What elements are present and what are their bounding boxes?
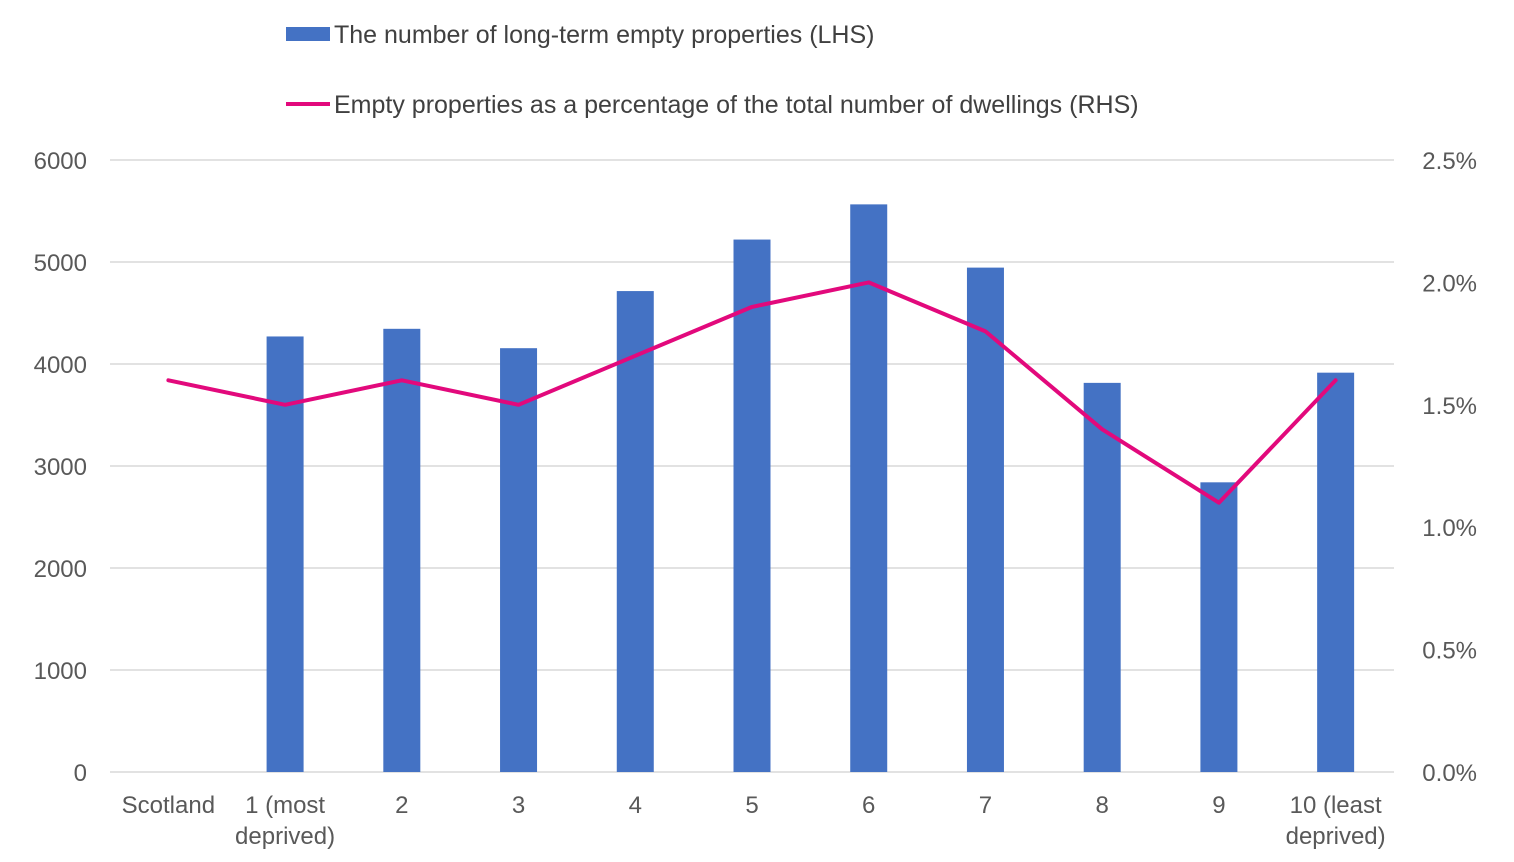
x-tick-label-line: 9 [1212, 792, 1225, 819]
bar [850, 204, 888, 772]
y-right-tick-label: 0.0% [1422, 760, 1477, 787]
x-tick-label: 1 (most deprived) [235, 792, 335, 850]
legend: The number of long-term empty properties… [286, 21, 1139, 119]
legend-swatch-bars [286, 27, 330, 41]
x-tick-label-line: 1 (most [245, 792, 325, 819]
bar [1200, 482, 1238, 772]
y-left-tick-label: 1000 [34, 658, 87, 685]
line-point [634, 355, 636, 357]
y-axis-right: 0.0% 0.5% 1.0% 1.5% 2.0% 2.5% [1422, 148, 1477, 787]
line-point [518, 404, 520, 406]
x-tick-label-line: 4 [629, 792, 642, 819]
y-right-tick-label: 1.5% [1422, 393, 1477, 420]
line-point [1101, 428, 1103, 430]
x-tick-label-line: 5 [745, 792, 758, 819]
y-left-tick-label: 5000 [34, 250, 87, 277]
x-tick-label-line: Scotland [122, 792, 215, 819]
y-left-tick-label: 4000 [34, 352, 87, 379]
line-point [401, 379, 403, 381]
x-tick-label: 10 (least deprived) [1286, 792, 1386, 850]
x-tick-label: 3 [512, 792, 525, 819]
y-left-tick-label: 0 [74, 760, 87, 787]
y-left-tick-label: 2000 [34, 556, 87, 583]
y-axis-left: 0 1000 2000 3000 4000 5000 6000 [34, 148, 87, 787]
x-tick-label: 6 [862, 792, 875, 819]
x-tick-label-line: 2 [395, 792, 408, 819]
y-right-tick-label: 1.0% [1422, 515, 1477, 542]
x-tick-label: 8 [1096, 792, 1109, 819]
line-point [1335, 379, 1337, 381]
x-tick-label-line: deprived) [235, 823, 335, 850]
x-tick-label-line: deprived) [1286, 823, 1386, 850]
line-series [166, 280, 1338, 505]
legend-label-line: Empty properties as a percentage of the … [334, 91, 1139, 119]
x-tick-label: 7 [979, 792, 992, 819]
bar [383, 328, 421, 772]
line-point [751, 306, 753, 308]
bar-series [266, 204, 1355, 772]
x-tick-label-line: 6 [862, 792, 875, 819]
legend-label-bars: The number of long-term empty properties… [334, 21, 875, 49]
x-tick-label-line: 7 [979, 792, 992, 819]
bar [733, 239, 771, 772]
x-tick-label-line: 10 (least [1290, 792, 1382, 819]
y-right-tick-label: 2.5% [1422, 148, 1477, 175]
y-left-tick-label: 3000 [34, 454, 87, 481]
line-point [1218, 502, 1220, 504]
bar [500, 348, 538, 772]
x-tick-label-line: 8 [1096, 792, 1109, 819]
legend-item-bars: The number of long-term empty properties… [286, 21, 875, 49]
legend-item-line: Empty properties as a percentage of the … [286, 91, 1139, 119]
y-left-tick-label: 6000 [34, 148, 87, 175]
x-axis: Scotland 1 (most deprived) 2 3 4 5 6 7 8 9 10 (leas… [122, 792, 1386, 850]
line-point [868, 281, 870, 283]
x-tick-label: 5 [745, 792, 758, 819]
line-point [984, 330, 986, 332]
bar [266, 336, 304, 772]
x-tick-label: Scotland [122, 792, 215, 819]
x-tick-label: 4 [629, 792, 642, 819]
y-right-tick-label: 0.5% [1422, 638, 1477, 665]
x-tick-label-line: 3 [512, 792, 525, 819]
y-right-tick-label: 2.0% [1422, 270, 1477, 297]
bar [1317, 372, 1355, 772]
x-tick-label: 2 [395, 792, 408, 819]
bar [616, 291, 654, 772]
bar [966, 267, 1004, 772]
x-tick-label: 9 [1212, 792, 1225, 819]
line-point [284, 404, 286, 406]
line-point [167, 379, 169, 381]
bar [1083, 382, 1121, 772]
